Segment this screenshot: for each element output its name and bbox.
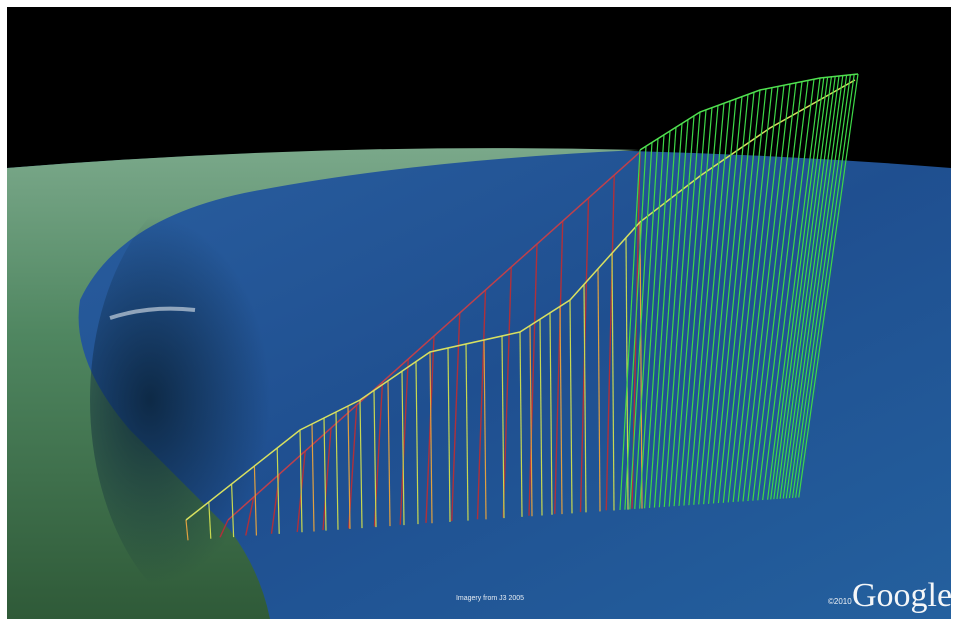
- drop-line: [387, 380, 391, 527]
- drop-line: [673, 109, 707, 507]
- drop-line: [231, 483, 235, 538]
- drop-line: [639, 134, 665, 509]
- drop-line: [698, 98, 737, 505]
- drop-line: [717, 89, 761, 504]
- drop-line: [703, 96, 743, 505]
- drop-line: [529, 325, 533, 517]
- drop-line: [359, 399, 363, 529]
- brand-logo: Google: [852, 577, 952, 614]
- drop-line: [727, 87, 773, 503]
- drop-line: [634, 138, 659, 510]
- drop-line: [276, 447, 280, 534]
- drop-line: [757, 80, 809, 501]
- drop-line: [712, 92, 755, 504]
- drop-line: [208, 501, 212, 539]
- trajectory-line: [185, 79, 856, 521]
- drop-line: [611, 253, 615, 511]
- imagery-date: Imagery from J3 2005: [456, 595, 524, 602]
- drop-line: [785, 75, 844, 499]
- drop-line: [752, 81, 803, 501]
- drop-line: [219, 519, 229, 538]
- drop-line: [788, 75, 848, 499]
- drop-line: [732, 86, 779, 503]
- drop-line: [742, 83, 791, 502]
- drop-line: [776, 76, 832, 500]
- trajectory-line: [639, 73, 859, 151]
- trajectory: [185, 73, 859, 541]
- drop-line: [770, 77, 825, 500]
- drop-line: [323, 417, 327, 531]
- drop-line: [629, 142, 653, 510]
- drop-line: [798, 73, 859, 498]
- drop-line: [619, 149, 641, 511]
- drop-line: [569, 299, 573, 514]
- shadow: [90, 170, 390, 626]
- drop-line: [373, 390, 377, 528]
- drop-line: [668, 111, 701, 507]
- drop-line: [693, 100, 731, 505]
- drop-line: [401, 371, 405, 526]
- drop-line: [465, 343, 469, 521]
- drop-line: [425, 335, 435, 523]
- drop-line: [663, 115, 695, 507]
- drop-line: [767, 77, 821, 500]
- drop-line: [653, 123, 683, 508]
- drop-line: [185, 519, 189, 541]
- drop-line: [447, 347, 451, 522]
- drop-line: [554, 220, 564, 514]
- drop-line: [779, 76, 836, 499]
- drop-line: [747, 82, 797, 502]
- drop-line: [678, 107, 713, 506]
- drop-line: [451, 312, 461, 522]
- drop-line: [429, 351, 433, 524]
- drop-line: [245, 496, 255, 536]
- drop-line: [253, 465, 257, 536]
- drop-line: [299, 429, 303, 533]
- drop-line: [549, 312, 553, 515]
- cloud: [109, 306, 196, 320]
- drop-line: [773, 77, 829, 500]
- trajectory-line: [227, 151, 641, 521]
- drop-line: [762, 79, 815, 501]
- drop-line: [502, 266, 512, 518]
- drop-line: [597, 268, 601, 512]
- drop-line: [737, 85, 785, 502]
- drop-line: [399, 358, 409, 525]
- drop-line: [707, 94, 749, 504]
- drop-line: [311, 423, 315, 532]
- drop-line: [322, 427, 332, 531]
- drop-line: [795, 74, 855, 498]
- drop-line: [782, 75, 840, 499]
- drop-line: [644, 130, 671, 509]
- drop-line: [347, 405, 351, 529]
- drop-line: [688, 103, 725, 506]
- drop-line: [415, 361, 419, 525]
- drop-line: [683, 105, 719, 506]
- drop-line: [624, 146, 647, 510]
- drop-line: [501, 335, 505, 519]
- drop-line: [528, 243, 538, 516]
- drop-line: [722, 88, 767, 503]
- drop-line: [648, 127, 677, 508]
- drop-line: [559, 306, 563, 515]
- drop-line: [539, 319, 543, 516]
- drop-line: [658, 119, 689, 508]
- drop-line: [519, 331, 523, 517]
- copyright: ©2010: [828, 597, 852, 606]
- drop-line: [605, 174, 615, 511]
- drop-line: [335, 411, 339, 530]
- scene: [7, 7, 951, 626]
- drop-line: [476, 289, 487, 520]
- drop-line: [639, 221, 643, 509]
- drop-line: [483, 339, 487, 520]
- drop-line: [791, 74, 851, 499]
- drop-line: [583, 284, 587, 513]
